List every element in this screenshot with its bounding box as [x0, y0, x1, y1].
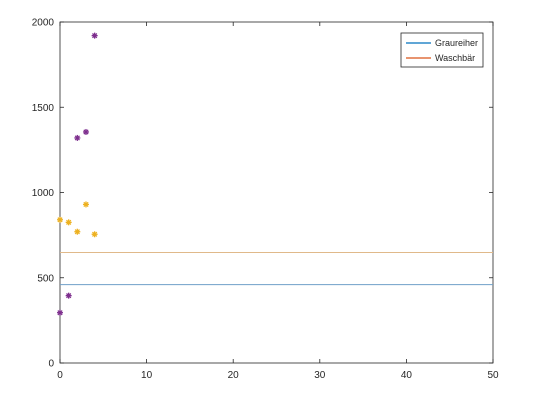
asterisk-stroke: [66, 293, 72, 299]
asterisk-stroke: [83, 201, 89, 208]
reference-lines: [60, 252, 493, 286]
scatter-point: [65, 219, 72, 226]
y-tick-label: 1000: [32, 188, 55, 199]
asterisk-stroke: [92, 231, 98, 237]
legend-label: Waschbär: [435, 53, 475, 63]
asterisk-stroke: [83, 129, 89, 135]
asterisk-stroke: [74, 135, 80, 141]
data-points: [57, 32, 98, 316]
x-tick-label: 20: [228, 370, 240, 381]
scatter-point: [82, 128, 89, 135]
y-tick-label: 500: [37, 273, 54, 284]
scatter-point: [91, 231, 98, 238]
asterisk-stroke: [57, 217, 63, 223]
y-tick-label: 0: [48, 359, 54, 370]
scatter-point: [74, 134, 81, 141]
y-tick-label: 1500: [32, 103, 55, 114]
scatter-point: [82, 201, 89, 208]
plot-box: [59, 21, 494, 364]
x-tick-label: 40: [401, 370, 413, 381]
x-tick-label: 30: [314, 370, 326, 381]
scatter-point: [65, 292, 72, 299]
legend: Graureiher Waschbär: [400, 32, 484, 68]
scatter-point: [91, 32, 98, 39]
legend-label: Graureiher: [435, 38, 478, 48]
scatter-point: [74, 228, 81, 235]
x-tick-label: 10: [141, 370, 153, 381]
asterisk-stroke: [74, 229, 80, 235]
y-tick-label: 2000: [32, 18, 55, 29]
legend-box: [400, 32, 484, 68]
scatter-point: [57, 216, 63, 223]
scatter-point: [57, 309, 63, 316]
asterisk-stroke: [57, 310, 63, 316]
x-tick-label: 0: [57, 370, 63, 381]
asterisk-stroke: [66, 219, 72, 225]
x-tick-label: 50: [487, 370, 499, 381]
asterisk-stroke: [92, 33, 98, 39]
